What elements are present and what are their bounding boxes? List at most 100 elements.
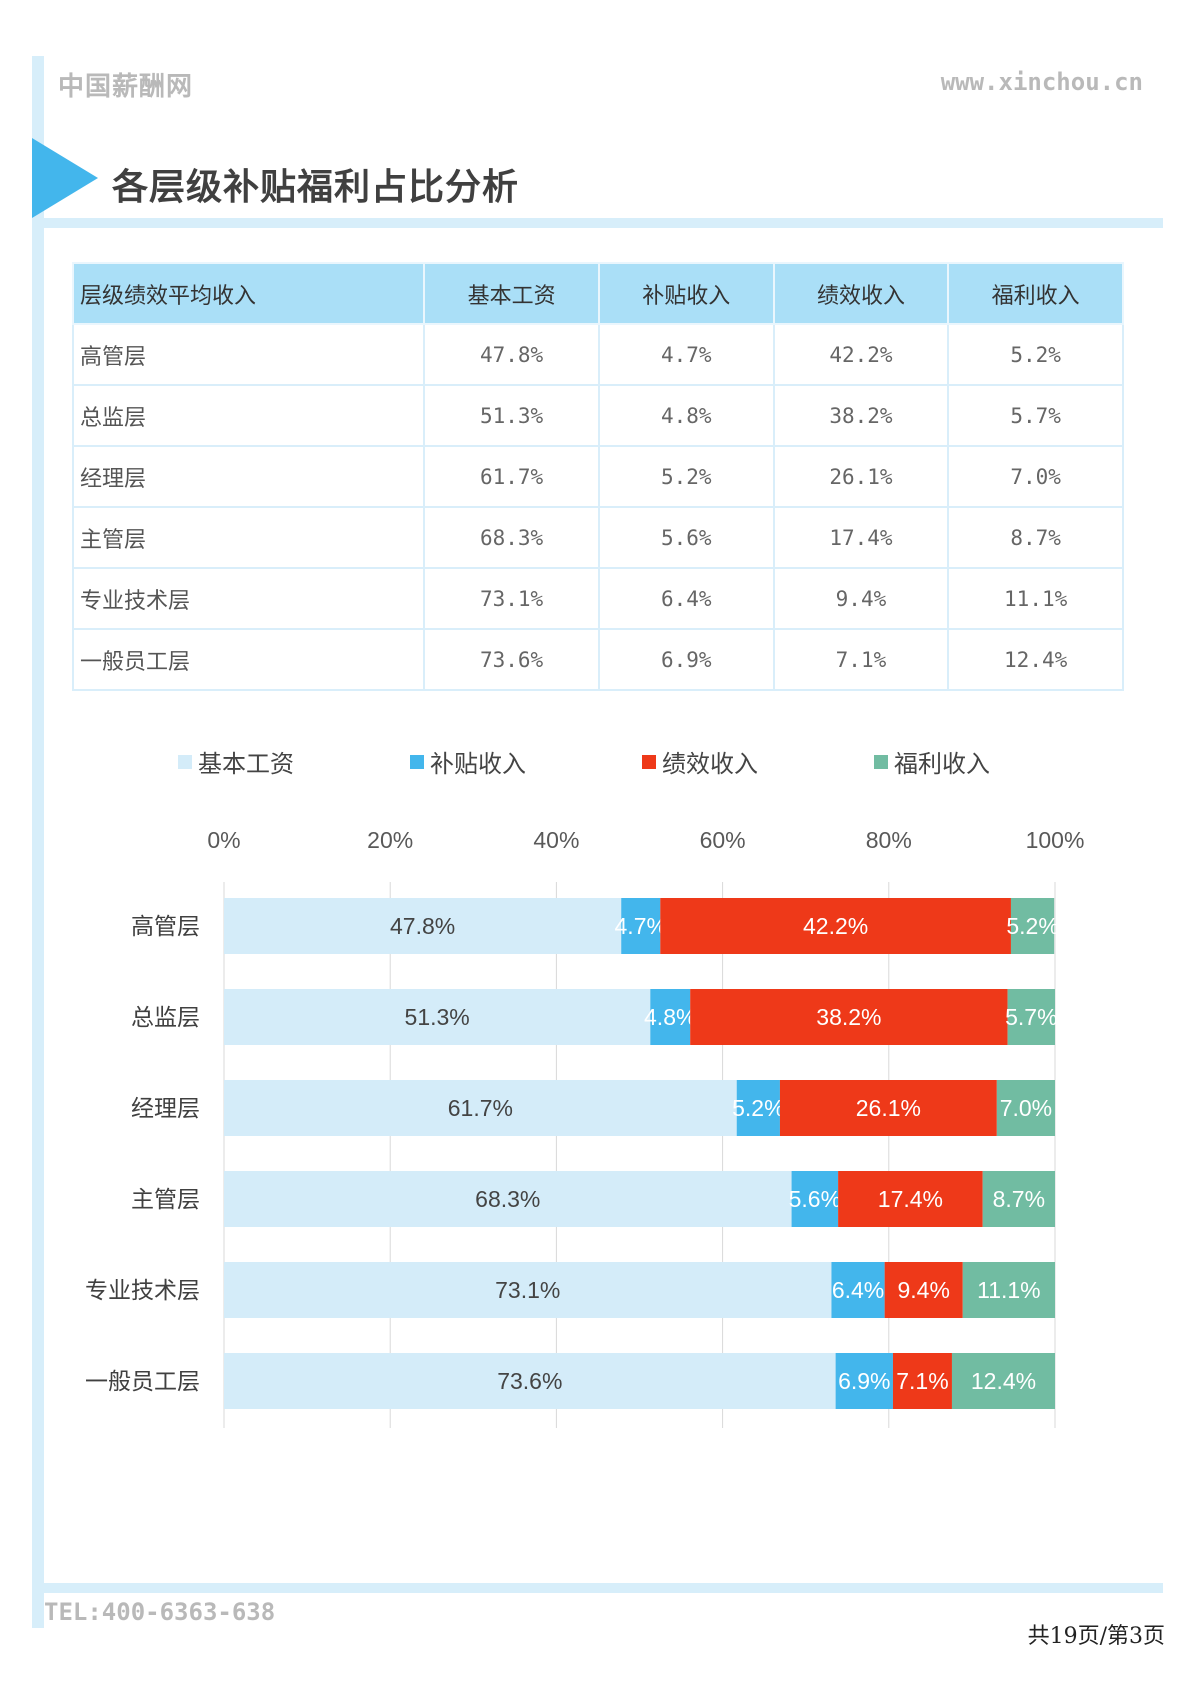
- table-row: 经理层 61.7% 5.2% 26.1% 7.0%: [71, 445, 1124, 508]
- legend-item: 基本工资: [178, 744, 294, 779]
- bar-segment: [982, 1171, 1055, 1227]
- table-cell: 12.4%: [947, 628, 1124, 691]
- x-tick-label: 80%: [866, 827, 912, 853]
- legend-label: 基本工资: [198, 750, 294, 778]
- legend-label: 补贴收入: [430, 750, 526, 778]
- table-cell: 6.4%: [597, 567, 775, 630]
- data-label: 42.2%: [803, 913, 868, 939]
- table-cell: 11.1%: [947, 567, 1124, 630]
- bar-segment: [690, 989, 1008, 1045]
- data-label: 8.7%: [993, 1186, 1045, 1212]
- row-label: 经理层: [71, 445, 426, 508]
- row-label: 高管层: [71, 323, 426, 386]
- legend-label: 绩效收入: [662, 750, 758, 778]
- bar-segment: [779, 1080, 997, 1136]
- y-category-label: 一般员工层: [85, 1369, 200, 1395]
- table-header-cell: 福利收入: [947, 262, 1124, 325]
- table-row: 一般员工层 73.6% 6.9% 7.1% 12.4%: [71, 628, 1124, 691]
- table-cell: 68.3%: [423, 506, 600, 569]
- legend-item: 绩效收入: [642, 744, 758, 779]
- title-divider: [32, 218, 1163, 228]
- data-label: 5.6%: [789, 1186, 841, 1212]
- data-label: 51.3%: [405, 1004, 470, 1030]
- table-cell: 8.7%: [947, 506, 1124, 569]
- bar-segment: [838, 1171, 983, 1227]
- table-header-cell: 绩效收入: [772, 262, 950, 325]
- footer-tel: TEL:400-6363-638: [44, 1598, 276, 1626]
- x-tick-label: 40%: [533, 827, 579, 853]
- row-label: 总监层: [71, 384, 426, 447]
- table-cell: 5.6%: [597, 506, 775, 569]
- y-category-label: 主管层: [131, 1187, 200, 1213]
- table-cell: 51.3%: [423, 384, 600, 447]
- data-label: 26.1%: [856, 1095, 921, 1121]
- y-category-label: 专业技术层: [85, 1278, 200, 1304]
- data-label: 12.4%: [971, 1368, 1036, 1394]
- bar-segment: [224, 898, 622, 954]
- x-tick-label: 0%: [207, 827, 240, 853]
- bar-segment: [996, 1080, 1055, 1136]
- data-label: 7.0%: [1000, 1095, 1052, 1121]
- row-label: 主管层: [71, 506, 426, 569]
- title-arrow-icon: [32, 138, 98, 218]
- table-cell: 4.8%: [597, 384, 775, 447]
- brand-name: 中国薪酬网: [58, 72, 194, 102]
- bar-segment: [1010, 898, 1055, 954]
- data-label: 7.1%: [896, 1368, 948, 1394]
- bar-segment: [660, 898, 1011, 954]
- table-cell: 73.1%: [423, 567, 600, 630]
- table-cell: 5.7%: [947, 384, 1124, 447]
- bar-segment: [224, 989, 651, 1045]
- table-cell: 42.2%: [772, 323, 950, 386]
- bar-segment: [892, 1353, 952, 1409]
- bar-segment: [650, 989, 691, 1045]
- legend-label: 福利收入: [894, 750, 990, 778]
- table-cell: 5.2%: [597, 445, 775, 508]
- bar-segment: [962, 1262, 1055, 1318]
- table-cell: 5.2%: [947, 323, 1124, 386]
- table-cell: 17.4%: [772, 506, 950, 569]
- table-header-row: 层级绩效平均收入 基本工资 补贴收入 绩效收入 福利收入: [71, 262, 1124, 325]
- table-cell: 38.2%: [772, 384, 950, 447]
- bar-segment: [736, 1080, 780, 1136]
- data-label: 73.6%: [497, 1368, 562, 1394]
- table-cell: 61.7%: [423, 445, 600, 508]
- page-number: 共19页/第3页: [1027, 1624, 1165, 1649]
- y-category-label: 总监层: [131, 1005, 200, 1031]
- legend-item: 福利收入: [874, 744, 990, 779]
- data-label: 5.2%: [1006, 913, 1058, 939]
- table-header-cell: 基本工资: [423, 262, 600, 325]
- bar-segment: [224, 1262, 832, 1318]
- y-category-label: 高管层: [131, 914, 200, 940]
- data-label: 6.4%: [832, 1277, 884, 1303]
- legend-swatch: [178, 754, 192, 769]
- table-cell: 7.0%: [947, 445, 1124, 508]
- table-cell: 47.8%: [423, 323, 600, 386]
- table-header-cell: 补贴收入: [597, 262, 775, 325]
- data-label: 5.2%: [732, 1095, 784, 1121]
- bar-segment: [791, 1171, 839, 1227]
- data-label: 47.8%: [390, 913, 455, 939]
- legend-swatch: [642, 754, 656, 769]
- bar-segment: [835, 1353, 893, 1409]
- table-row: 总监层 51.3% 4.8% 38.2% 5.7%: [71, 384, 1124, 447]
- row-label: 专业技术层: [71, 567, 426, 630]
- footer-divider: [32, 1583, 1163, 1593]
- x-tick-label: 20%: [367, 827, 413, 853]
- bar-segment: [224, 1171, 792, 1227]
- bar-segment: [1007, 989, 1055, 1045]
- table-cell: 6.9%: [597, 628, 775, 691]
- y-category-label: 经理层: [131, 1096, 200, 1122]
- legend-swatch: [410, 754, 424, 769]
- table-row: 高管层 47.8% 4.7% 42.2% 5.2%: [71, 323, 1124, 386]
- site-url[interactable]: www.xinchou.cn: [940, 68, 1143, 96]
- data-label: 38.2%: [816, 1004, 881, 1030]
- data-label: 11.1%: [977, 1277, 1041, 1303]
- data-label: 73.1%: [495, 1277, 560, 1303]
- bar-segment: [621, 898, 661, 954]
- left-accent-bar: [32, 56, 44, 1628]
- table-row: 主管层 68.3% 5.6% 17.4% 8.7%: [71, 506, 1124, 569]
- data-label: 6.9%: [838, 1368, 890, 1394]
- data-label: 68.3%: [475, 1186, 540, 1212]
- data-label: 4.7%: [615, 913, 667, 939]
